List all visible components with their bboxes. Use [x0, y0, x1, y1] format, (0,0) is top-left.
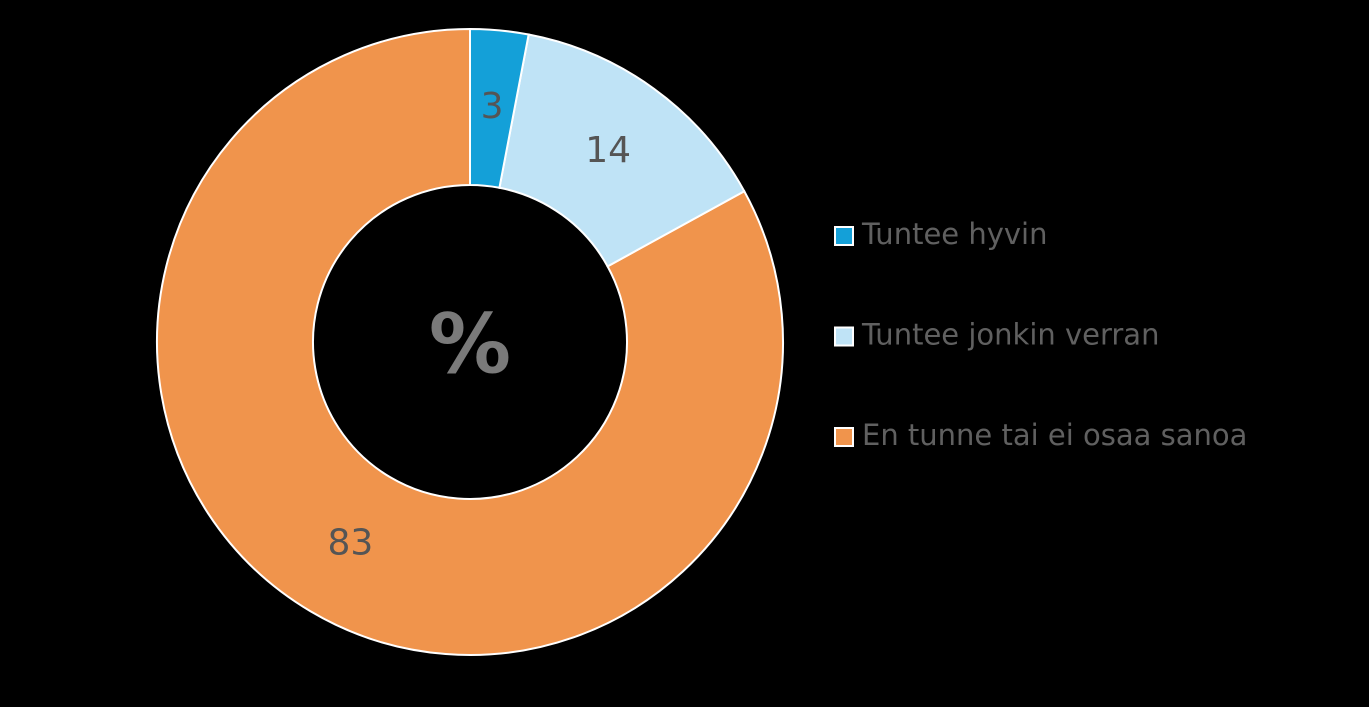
donut-slice [156, 27, 784, 656]
data-label: 3 [481, 86, 504, 127]
legend-swatch [834, 326, 854, 347]
legend-entry: Tuntee jonkin verran [834, 318, 1159, 352]
data-label: 14 [585, 130, 631, 171]
donut-slice [469, 27, 530, 189]
donut-slice [498, 33, 746, 268]
legend-swatch [834, 226, 854, 246]
legend-label: Tuntee jonkin verran [861, 318, 1159, 352]
legend-swatch [834, 427, 854, 447]
legend-entry: Tuntee hyvin [834, 217, 1047, 251]
center-label: % [429, 297, 511, 392]
legend-entry: En tunne tai ei osaa sanoa [834, 418, 1247, 452]
legend-label: Tuntee hyvin [861, 217, 1047, 251]
legend-label: En tunne tai ei osaa sanoa [862, 418, 1247, 452]
data-label: 83 [327, 522, 373, 563]
